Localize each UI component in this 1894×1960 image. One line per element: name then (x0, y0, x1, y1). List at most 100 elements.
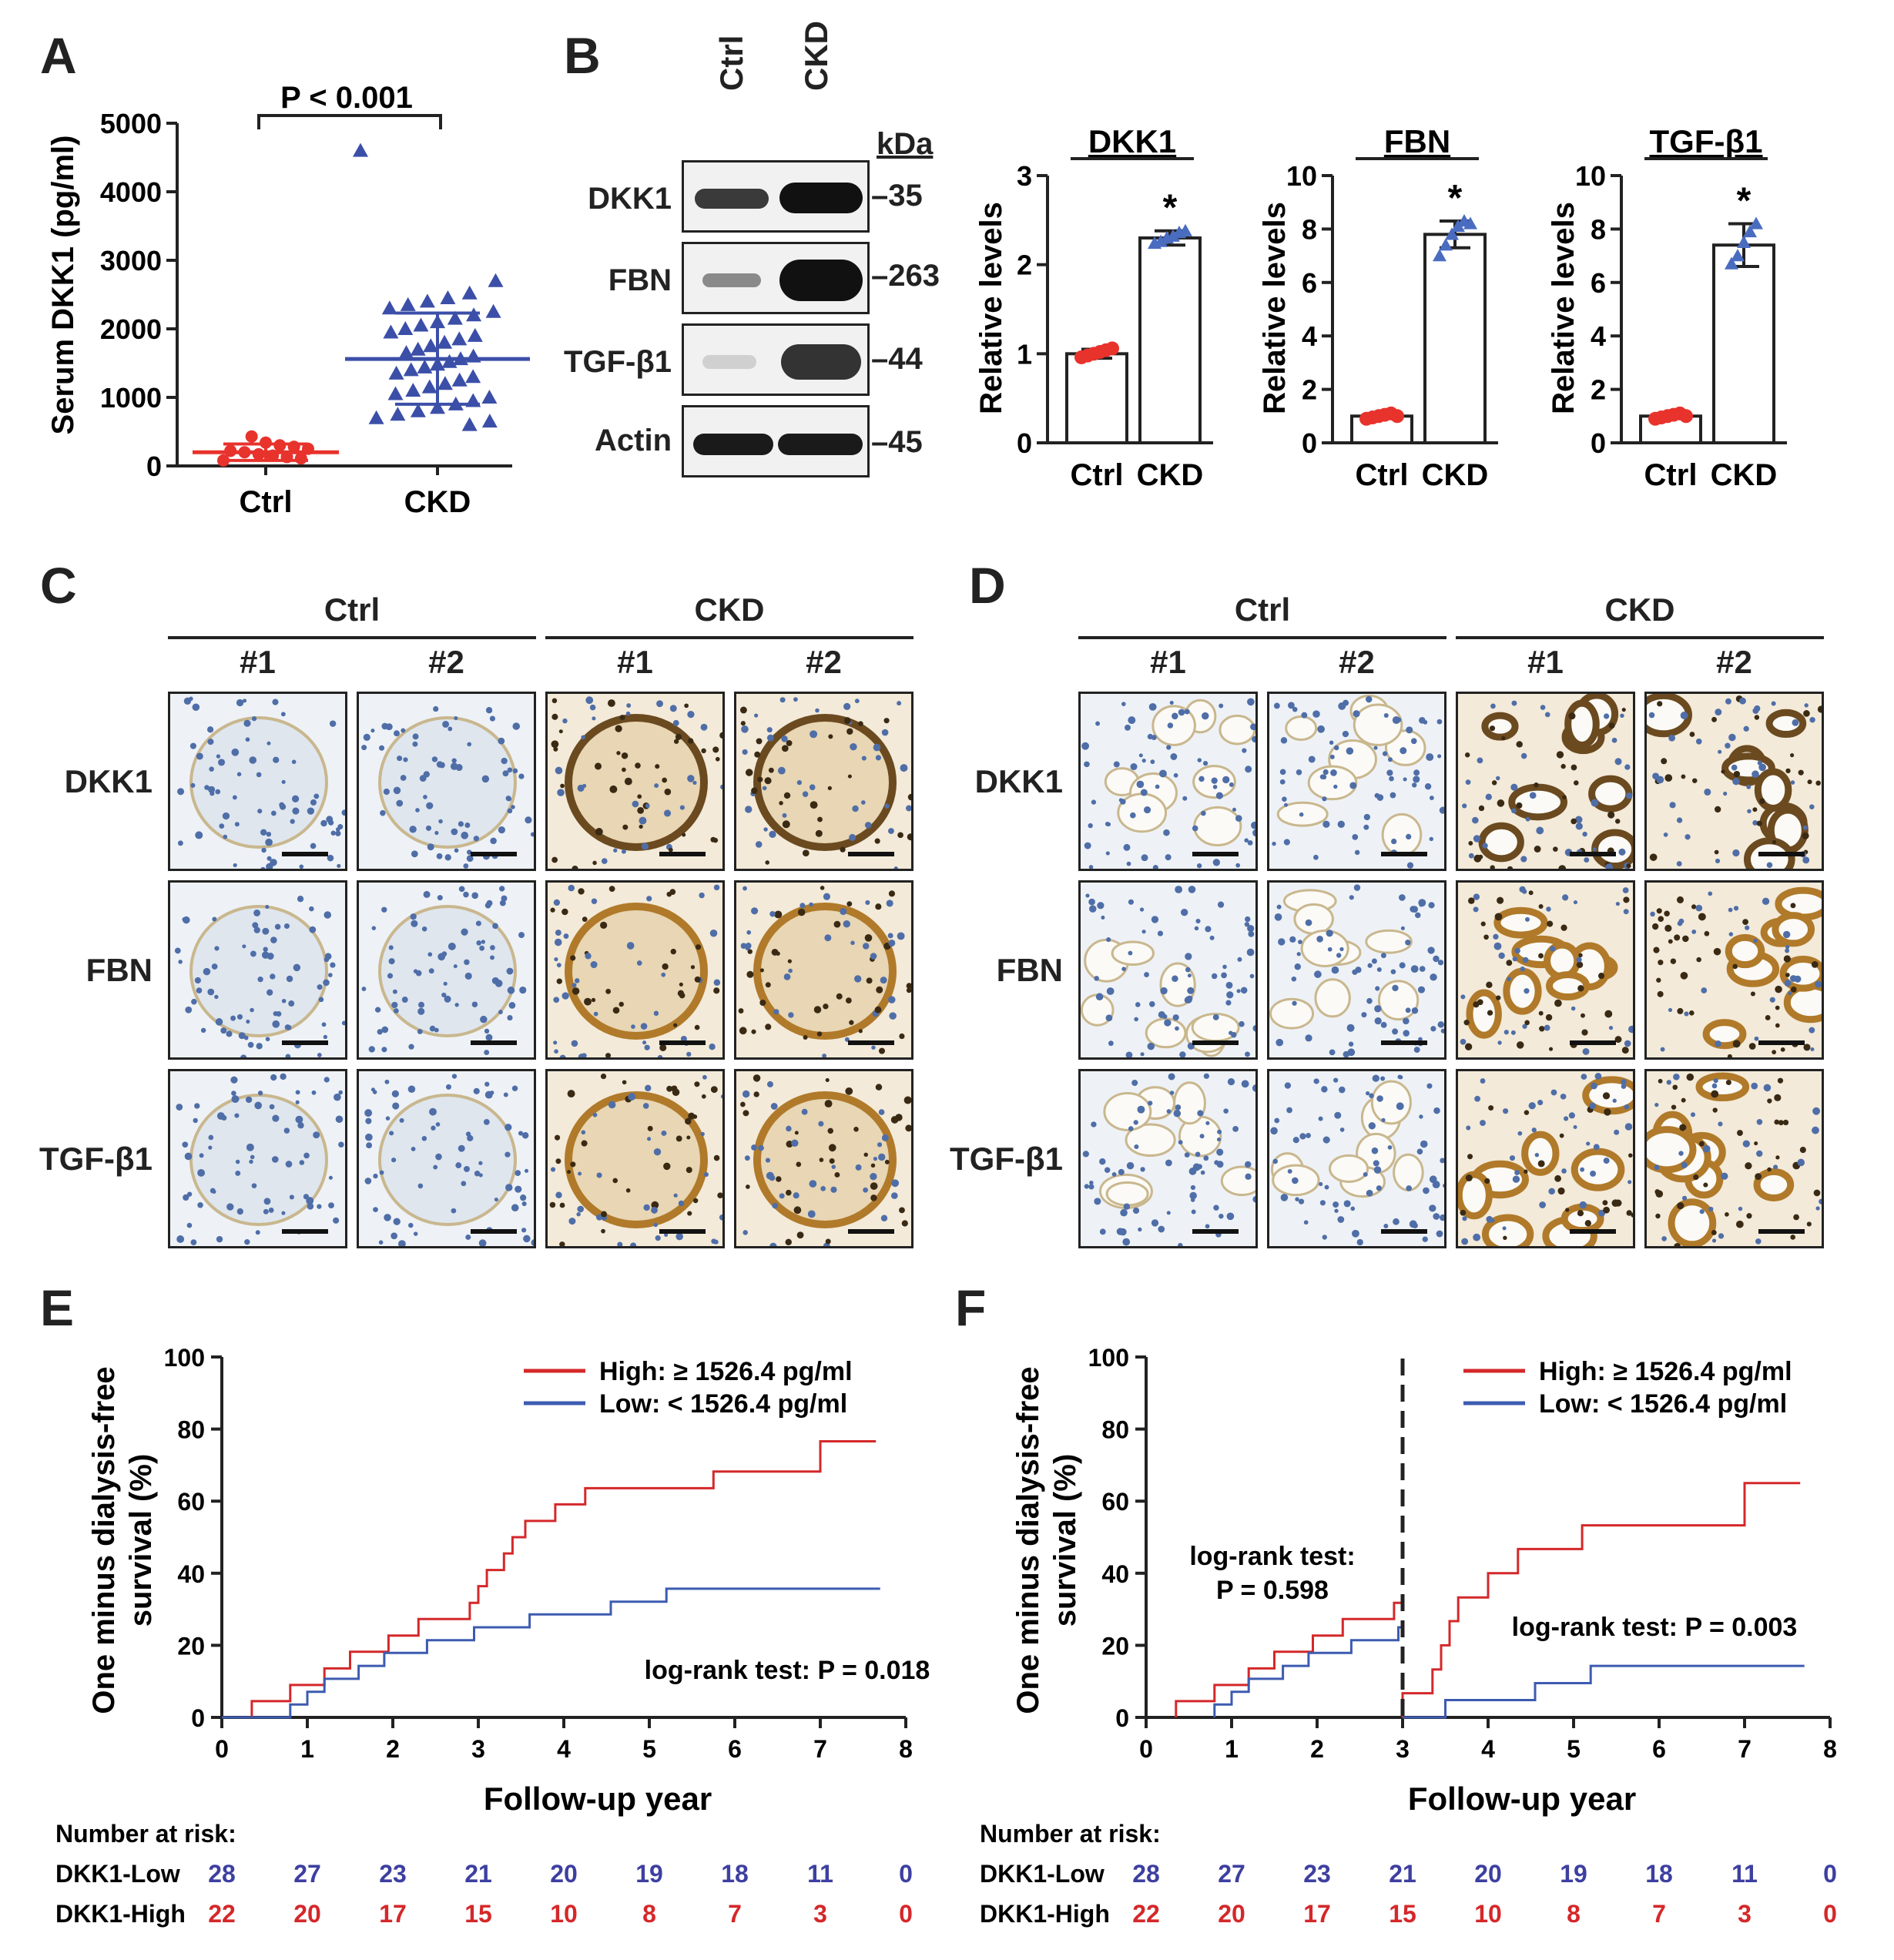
panel-a-x-tick-label: CKD (404, 485, 471, 519)
panel-a-point-ckd (383, 324, 399, 339)
panel-f-risk-low-label: DKK1-Low (980, 1860, 1105, 1888)
blot-kda-actin: –45 (871, 425, 923, 459)
ihc-tile-texture (176, 1073, 344, 1246)
bar-point-ckd (1166, 229, 1180, 242)
ihc-tile-texture (1269, 884, 1444, 1057)
panel-f-logrank-right: log-rank test: P = 0.003 (1512, 1613, 1798, 1642)
panel-a-y-label: Serum DKK1 (pg/ml) (46, 136, 80, 435)
panel-f-y-tick-label: 40 (1101, 1560, 1129, 1588)
panel-e-risk-low-value: 19 (635, 1860, 663, 1888)
bar-y-tick-label: 4 (1302, 320, 1317, 352)
scale-bar (471, 1040, 517, 1045)
panel-e-risk-high-value: 3 (813, 1900, 827, 1928)
panel-f-x-tick-label: 0 (1139, 1735, 1153, 1763)
bar-point-ckd (1433, 249, 1446, 262)
panel-e-x-tick-label: 8 (899, 1735, 913, 1763)
panel-a-point-ckd (481, 414, 498, 428)
panel-a-point-ckd (481, 390, 498, 404)
ihc-tile-texture (1647, 694, 1822, 869)
panel-e-risk-high-value: 17 (379, 1900, 407, 1928)
ihc-tile-texture (177, 696, 345, 869)
bar-chart-title: DKK1 (1088, 123, 1176, 159)
panel-e-risk-high-value: 0 (899, 1900, 913, 1928)
panel-e-risk-high-value: 7 (728, 1900, 742, 1928)
panel-f-logrank-left-2: P = 0.598 (1216, 1576, 1329, 1605)
panel-a-point-ckd (461, 285, 478, 300)
ihc-tile-texture (551, 696, 722, 869)
bar-point-ckd (1731, 249, 1745, 262)
ihc-group-label: Ctrl (1234, 591, 1291, 628)
panel-e-risk-low-value: 18 (721, 1860, 749, 1888)
panel-a-point-ckd (400, 297, 416, 311)
bar-y-label: Relative levels (974, 202, 1008, 414)
ihc-tile (1267, 880, 1446, 1060)
panel-a-significance-bracket (257, 114, 442, 129)
ihc-sample-label: #1 (617, 644, 653, 680)
ihc-row-label: DKK1 (64, 762, 153, 799)
ihc-tile (357, 1069, 536, 1248)
panel-a-point-ckd (368, 410, 384, 424)
panel-e-y-tick-label: 100 (164, 1344, 205, 1372)
ihc-tile-texture (361, 705, 534, 869)
ihc-tile-texture (1462, 694, 1633, 869)
panel-a-y-tick-label: 4000 (100, 176, 162, 208)
bar-point-ckd (1749, 216, 1763, 230)
blot-strip-tgfb1 (682, 323, 870, 396)
bar-x-tick-label: CKD (1422, 458, 1489, 492)
ihc-sample-label: #1 (1150, 644, 1186, 680)
panel-f-x-label: Follow-up year (1408, 1781, 1636, 1817)
panel-a-point-ckd (437, 334, 453, 349)
panel-f-y-tick-label: 60 (1101, 1488, 1129, 1516)
ihc-tile (357, 692, 536, 871)
panel-a-point-ckd (381, 300, 397, 315)
scale-bar (1570, 1229, 1616, 1234)
blot-kda-label: kDa (877, 127, 934, 161)
panel-e-risk-high-value: 10 (550, 1900, 578, 1928)
panel-a-point-ckd (398, 345, 414, 360)
ihc-tile-texture (549, 1073, 722, 1246)
ihc-row-label: FBN (85, 951, 153, 988)
ihc-group-label: CKD (1604, 591, 1675, 628)
panel-a-point-ckd (488, 273, 504, 287)
scale-bar (848, 1040, 894, 1045)
ihc-tile (734, 692, 913, 871)
panel-f-risk-low-value: 21 (1389, 1860, 1416, 1888)
panel-e-logrank: log-rank test: P = 0.018 (645, 1656, 930, 1685)
panel-e-x-tick-label: 1 (300, 1735, 314, 1763)
bar-ckd (1712, 243, 1775, 444)
bar-y-tick-label: 8 (1302, 213, 1317, 245)
bar-y-tick-label: 0 (1591, 427, 1606, 459)
panel-f-curve-low (1213, 1626, 1403, 1717)
bar-point-ckd (1445, 227, 1459, 240)
ihc-row-label: DKK1 (974, 762, 1063, 799)
blot-kda-dkk1: –35 (871, 179, 923, 213)
ihc-tile-texture (1272, 694, 1444, 869)
panel-f-curve-low (1403, 1664, 1805, 1719)
panel-label-a: A (40, 27, 77, 84)
panel-e-legend-high: High: ≥ 1526.4 pg/ml (599, 1357, 853, 1386)
bar-point-ckd (1463, 216, 1477, 230)
ihc-tile-texture (550, 884, 721, 1057)
panel-f-risk-low-value: 0 (1823, 1860, 1837, 1888)
panel-f-risk-high-value: 20 (1218, 1900, 1245, 1928)
panel-a-point-ckd (440, 290, 456, 304)
scale-bar (1570, 1040, 1616, 1045)
ihc-tile (734, 1069, 913, 1248)
panel-a-point-ckd (413, 317, 429, 332)
panel-e-risk-low-value: 27 (293, 1860, 321, 1888)
panel-f-x-tick-label: 6 (1652, 1735, 1666, 1763)
panel-f-risk-high-label: DKK1-High (980, 1900, 1110, 1928)
panel-e-y-label-line1: One minus dialysis-free (87, 1366, 121, 1714)
blot-kda-tgfb1: –44 (871, 342, 923, 376)
panel-f-x-tick-label: 5 (1567, 1735, 1581, 1763)
panel-e-curve-high (222, 1440, 877, 1719)
panel-f-risk-title: Number at risk: (980, 1820, 1161, 1848)
panel-e-risk-high-value: 15 (464, 1900, 492, 1928)
panel-e-risk-low-value: 21 (464, 1860, 492, 1888)
ihc-tile-texture (738, 886, 911, 1057)
bar-chart-title: TGF-β1 (1650, 123, 1763, 159)
bar-point-ctrl (1679, 409, 1693, 424)
panel-e-y-tick-label: 20 (177, 1632, 205, 1660)
panel-a-point-ckd (451, 331, 468, 346)
